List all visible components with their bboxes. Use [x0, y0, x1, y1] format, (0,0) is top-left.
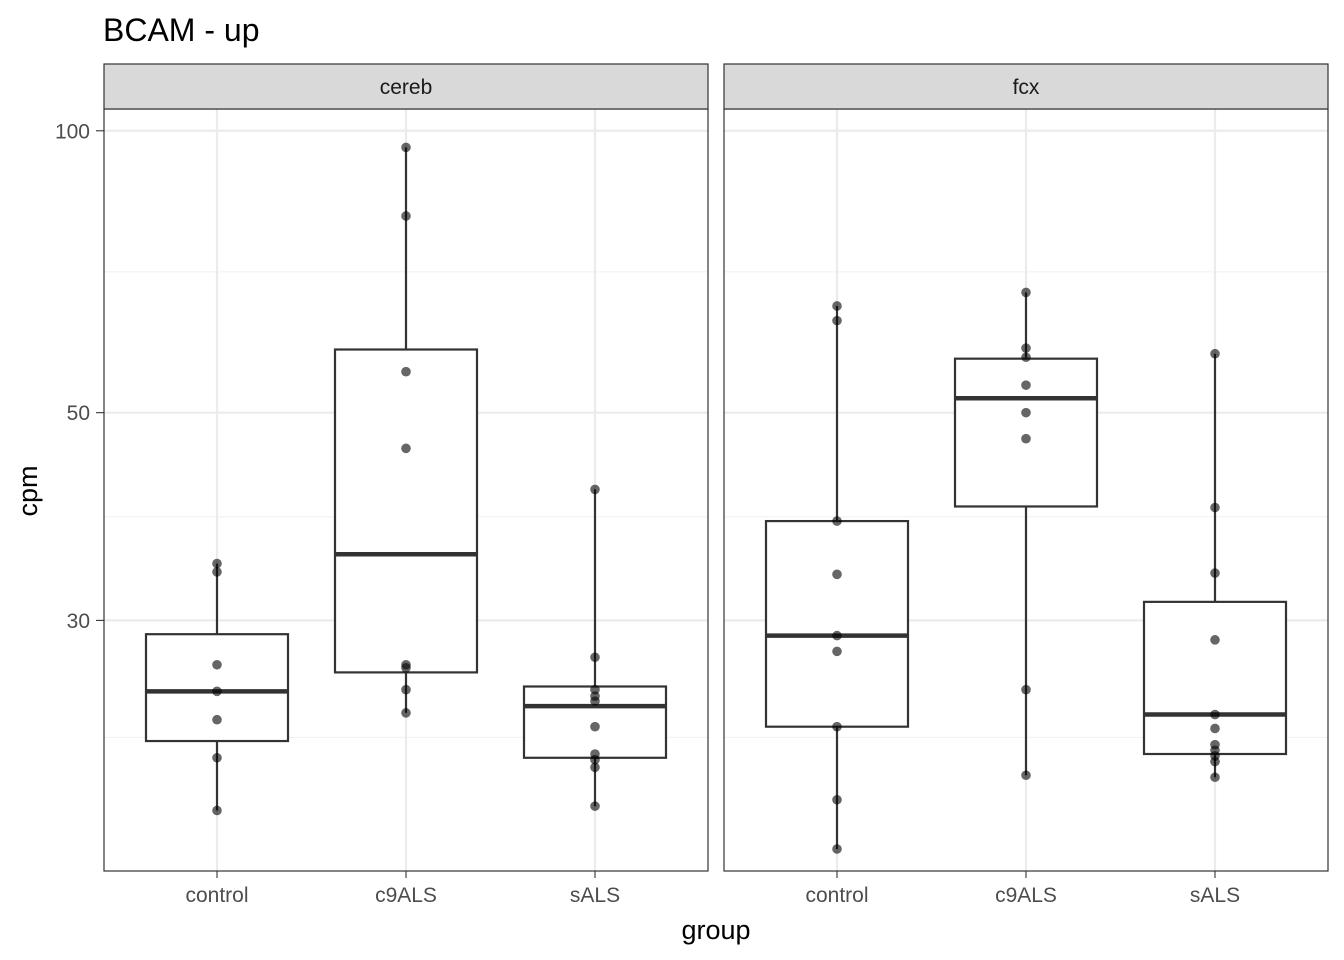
data-point [1021, 770, 1031, 781]
box-control [144, 558, 290, 816]
facet-strip [723, 63, 1329, 110]
data-point [1210, 502, 1220, 513]
data-point [832, 516, 842, 526]
data-point [1021, 287, 1031, 298]
data-point [212, 558, 222, 569]
box-iqr [333, 348, 479, 674]
x-tick-label: sALS [1190, 884, 1240, 907]
data-point [212, 752, 222, 763]
facet-strip-label: fcx [1013, 76, 1040, 99]
data-point [832, 794, 842, 805]
data-point [1021, 407, 1031, 418]
x-tick-label: control [805, 884, 868, 907]
x-tick-label: sALS [570, 884, 620, 907]
box-c9ALS [333, 142, 479, 718]
data-point [212, 805, 222, 816]
data-point [212, 659, 222, 670]
data-point [590, 484, 600, 495]
data-point [590, 801, 600, 811]
x-tick-label: c9ALS [375, 884, 437, 907]
data-point [1021, 433, 1031, 444]
data-point [1210, 635, 1220, 645]
data-point [590, 754, 600, 765]
data-point [401, 366, 411, 377]
data-point [832, 301, 842, 311]
facet-panel-cereb: cereb control c9ALS sALS [103, 63, 709, 907]
data-point [401, 211, 411, 221]
data-point [212, 714, 222, 725]
data-point [1210, 348, 1220, 359]
data-point [1210, 756, 1220, 767]
facet-panels: cereb control c9ALS sALS fcx control c9ALS sALS [103, 63, 1329, 907]
data-point [832, 844, 842, 854]
facet-strip-label: cereb [380, 76, 433, 99]
data-point [401, 708, 411, 718]
data-point [401, 443, 411, 454]
data-point [1021, 343, 1031, 353]
data-point [590, 696, 600, 706]
y-tick-label: 30 [67, 610, 90, 633]
data-point [1210, 772, 1220, 783]
data-point [832, 315, 842, 326]
data-point [212, 567, 222, 577]
box-c9ALS [953, 287, 1099, 781]
x-tick-label: control [185, 884, 248, 907]
data-point [401, 684, 411, 695]
facet-panel-fcx: fcx control c9ALS sALS [723, 63, 1329, 907]
data-point [1021, 380, 1031, 390]
data-point [1210, 709, 1220, 720]
data-point [590, 721, 600, 732]
y-axis-labels: 30 50 100 [55, 120, 104, 633]
data-point [1021, 684, 1031, 695]
y-tick-label: 50 [67, 402, 90, 425]
data-point [1210, 568, 1220, 578]
data-point [832, 721, 842, 732]
data-point [401, 663, 411, 673]
y-axis-title: cpm [13, 465, 43, 516]
data-point [832, 646, 842, 657]
data-point [832, 630, 842, 641]
data-point [590, 762, 600, 773]
y-tick-label: 100 [55, 120, 90, 143]
data-point [1210, 723, 1220, 734]
data-point [401, 142, 411, 153]
data-point [590, 652, 600, 663]
box-iqr [764, 519, 910, 728]
x-axis-title: group [681, 915, 750, 945]
box-sALS [522, 484, 668, 811]
data-point [832, 569, 842, 580]
chart-title: BCAM - up [103, 12, 259, 48]
box-control [764, 301, 910, 854]
facet-strip [103, 63, 709, 110]
data-point [212, 686, 222, 697]
box-sALS [1142, 348, 1288, 783]
x-tick-label: c9ALS [995, 884, 1057, 907]
data-point [1021, 352, 1031, 363]
